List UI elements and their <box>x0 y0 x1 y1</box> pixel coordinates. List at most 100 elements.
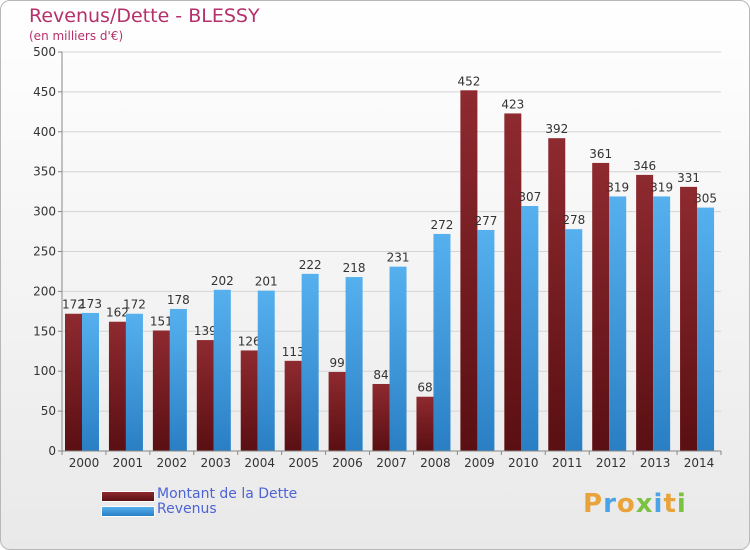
x-tick-label: 2008 <box>420 456 451 470</box>
x-tick-label: 2004 <box>244 456 275 470</box>
data-label-debt: 423 <box>501 97 524 111</box>
logo-letter: r <box>603 489 617 519</box>
y-tick-label: 200 <box>33 284 56 298</box>
bar-debt <box>152 330 170 451</box>
bar-debt <box>65 313 82 451</box>
x-tick-label: 2006 <box>332 456 363 470</box>
data-label-debt: 99 <box>329 356 344 370</box>
data-label-revenue: 278 <box>562 213 585 227</box>
bar-revenue <box>697 207 715 451</box>
bar-debt <box>372 383 390 451</box>
bar-debt <box>592 162 610 451</box>
y-tick-label: 100 <box>33 364 56 378</box>
data-label-debt: 361 <box>589 147 612 161</box>
data-label-debt: 68 <box>417 381 432 395</box>
data-label-revenue: 201 <box>255 275 278 289</box>
x-tick-label: 2011 <box>552 456 583 470</box>
legend-label-revenue: Revenus <box>157 501 217 517</box>
bar-revenue <box>257 290 275 451</box>
bar-debt <box>284 360 302 451</box>
chart-subtitle: (en milliers d'€) <box>29 29 124 43</box>
x-tick-label: 2003 <box>200 456 231 470</box>
bar-revenue <box>82 312 99 451</box>
x-tick-label: 2001 <box>113 456 144 470</box>
logo-letter: P <box>583 489 604 519</box>
data-label-revenue: 202 <box>211 274 234 288</box>
data-label-debt: 331 <box>677 171 700 185</box>
bar-revenue <box>213 289 231 451</box>
data-label-revenue: 231 <box>387 251 410 265</box>
bar-revenue <box>169 308 187 451</box>
proxiti-logo: Proxiti <box>583 489 687 519</box>
data-label-debt: 151 <box>150 315 173 329</box>
y-tick-label: 150 <box>33 324 56 338</box>
data-label-revenue: 173 <box>79 297 102 311</box>
bar-debt <box>416 396 434 451</box>
data-label-debt: 162 <box>106 306 129 320</box>
logo-letter: i <box>653 489 664 519</box>
data-label-revenue: 305 <box>694 192 717 206</box>
y-tick-label: 300 <box>33 205 56 219</box>
bar-debt <box>240 350 258 451</box>
data-label-debt: 113 <box>282 345 305 359</box>
bar-revenue <box>653 196 671 451</box>
x-tick-label: 2000 <box>69 456 100 470</box>
data-label-debt: 172 <box>62 298 85 312</box>
bar-debt <box>108 321 126 451</box>
data-label-revenue: 222 <box>299 258 322 272</box>
data-label-revenue: 307 <box>518 190 541 204</box>
axes: 0 50 100 150 200 250 300 350 400 450 500 2000 2001 20… <box>33 45 722 470</box>
data-label-revenue: 172 <box>123 298 146 312</box>
bar-revenue <box>477 229 495 451</box>
x-tick-label: 2013 <box>640 456 671 470</box>
data-label-revenue: 272 <box>431 218 454 232</box>
y-tick-label: 250 <box>33 245 56 259</box>
x-tick-label: 2009 <box>464 456 495 470</box>
y-tick-label: 350 <box>33 165 56 179</box>
bars: 1721731621721511781392021262011132229921… <box>62 74 717 452</box>
y-tick-label: 450 <box>33 85 56 99</box>
bar-revenue <box>609 196 627 451</box>
bar-debt <box>636 174 654 451</box>
logo-letter: x <box>635 489 654 519</box>
legend-swatch-revenue <box>101 506 155 517</box>
bar-revenue <box>345 277 363 451</box>
bar-revenue <box>389 266 407 451</box>
chart-title: Revenus/Dette - BLESSY <box>29 5 260 27</box>
bar-debt <box>460 90 478 451</box>
data-label-debt: 346 <box>633 159 656 173</box>
legend-label-debt: Montant de la Dette <box>157 486 298 502</box>
data-label-revenue: 178 <box>167 293 190 307</box>
x-tick-label: 2002 <box>157 456 188 470</box>
bar-revenue <box>301 273 319 451</box>
logo-letter: t <box>663 489 677 519</box>
y-tick-label: 500 <box>33 45 56 59</box>
logo-letter: o <box>616 489 636 519</box>
data-label-revenue: 218 <box>343 261 366 275</box>
x-tick-label: 2012 <box>596 456 627 470</box>
data-label-revenue: 277 <box>474 214 497 228</box>
bar-revenue <box>433 233 451 451</box>
data-label-revenue: 319 <box>606 180 629 194</box>
data-label-debt: 452 <box>457 74 480 88</box>
bar-debt <box>328 371 346 451</box>
data-label-debt: 126 <box>238 334 261 348</box>
data-label-debt: 139 <box>194 324 217 338</box>
data-label-debt: 84 <box>373 368 388 382</box>
y-tick-label: 50 <box>41 404 56 418</box>
bar-revenue <box>565 229 583 451</box>
logo-letter: i <box>676 489 687 519</box>
bar-debt <box>680 186 698 451</box>
y-tick-label: 400 <box>33 125 56 139</box>
data-label-revenue: 319 <box>650 180 673 194</box>
x-tick-label: 2005 <box>288 456 319 470</box>
bar-debt <box>504 113 522 452</box>
bar-revenue <box>521 206 539 451</box>
y-tick-label: 0 <box>48 444 56 458</box>
data-label-debt: 392 <box>545 122 568 136</box>
x-tick-label: 2007 <box>376 456 407 470</box>
legend-swatch-debt <box>101 491 155 502</box>
x-tick-label: 2010 <box>508 456 539 470</box>
